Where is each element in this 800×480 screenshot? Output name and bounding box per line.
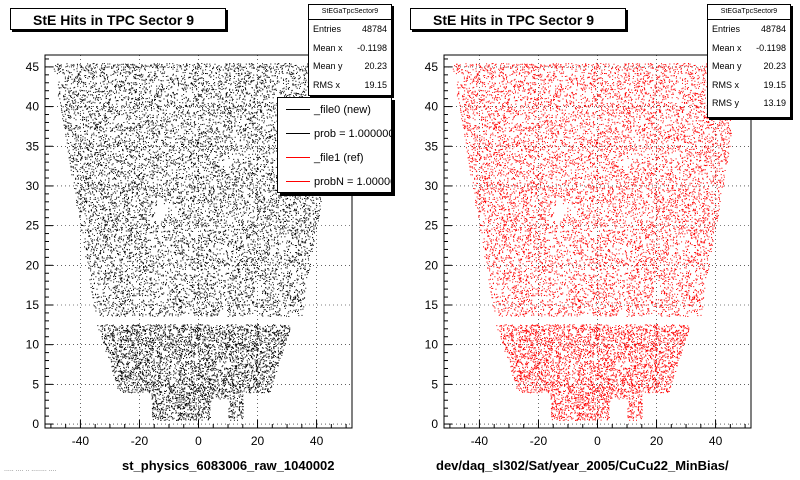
left-chart-title-text: StE Hits in TPC Sector 9	[33, 12, 195, 28]
stats-label: Mean y	[712, 61, 742, 71]
left-stats-row: Mean y 20.23	[309, 57, 391, 76]
y-tick-label: 5	[32, 377, 39, 391]
y-tick-label: 45	[425, 60, 439, 74]
legend-line-black	[286, 133, 310, 134]
y-tick-label: 30	[26, 179, 40, 193]
right-stats-box: StEGaTpcSector9 Entries 48784 Mean x -0.11…	[707, 4, 791, 118]
legend-label: probN = 1.000000	[314, 176, 391, 188]
left-stats-box: StEGaTpcSector9 Entries 48784 Mean x -0.11…	[308, 4, 392, 96]
y-tick-label: 40	[26, 100, 40, 114]
legend-entry: _file1 (ref)	[278, 146, 391, 170]
stats-label: Mean x	[712, 42, 742, 53]
left-stats-header: StEGaTpcSector9	[309, 5, 391, 20]
stats-value: 20.23	[763, 61, 786, 71]
stats-label: RMS x	[712, 79, 739, 90]
legend: _file0 (new) prob = 1.000000 _file1 (ref…	[277, 97, 392, 193]
y-tick-label: 30	[425, 179, 439, 193]
right-stats-row: Mean x -0.1198	[708, 39, 790, 58]
x-tick-label: 0	[195, 434, 202, 448]
left-x-axis-label: st_physics_6083006_raw_1040002	[122, 458, 335, 473]
left-stats-row: RMS x 19.15	[309, 76, 391, 95]
y-tick-label: 40	[425, 100, 439, 114]
stats-label: Entries	[313, 24, 342, 34]
y-tick-label: 5	[431, 377, 438, 391]
x-tick-label: -40	[471, 434, 489, 448]
x-tick-label: 40	[709, 434, 723, 448]
y-tick-label: 25	[26, 219, 40, 233]
y-tick-label: 0	[431, 417, 438, 431]
right-stats-header: StEGaTpcSector9	[708, 5, 790, 20]
stats-value: 20.23	[364, 61, 387, 71]
left-stats-row: Mean x -0.1198	[309, 39, 391, 58]
stats-value: -0.1198	[357, 42, 387, 53]
right-chart-title: StE Hits in TPC Sector 9	[410, 8, 626, 30]
y-tick-label: 10	[26, 338, 40, 352]
y-tick-label: 20	[425, 258, 439, 272]
y-tick-label: 25	[425, 219, 439, 233]
stats-value: 48784	[760, 24, 786, 34]
legend-line-black	[286, 109, 310, 110]
right-chart-title-text: StE Hits in TPC Sector 9	[433, 12, 595, 28]
legend-label: _file1 (ref)	[314, 152, 364, 164]
right-panel: -40 -20 0 20 40 0 5 10 15 20 25 30 35 40 45	[425, 54, 752, 448]
x-tick-label: -20	[131, 434, 149, 448]
stats-value: 19.15	[763, 79, 786, 90]
legend-entry: probN = 1.000000	[278, 170, 391, 192]
scatter-points	[53, 62, 345, 422]
left-chart-title: StE Hits in TPC Sector 9	[10, 8, 226, 30]
right-stats-row: Entries 48784	[708, 20, 790, 39]
footer-timestamp: ..... .... .. ........ ....	[4, 466, 57, 473]
plot-frame	[443, 54, 752, 429]
legend-line-red	[286, 157, 310, 158]
stats-label: Mean y	[313, 61, 343, 71]
stats-value: 48784	[361, 24, 387, 34]
y-tick-label: 15	[26, 298, 40, 312]
y-tick-label: 10	[425, 338, 439, 352]
right-stats-row: RMS x 19.15	[708, 76, 790, 95]
y-tick-label: 0	[32, 417, 39, 431]
left-stats-row: Entries 48784	[309, 20, 391, 39]
legend-label: _file0 (new)	[314, 104, 371, 116]
y-tick-label: 20	[26, 258, 40, 272]
right-stats-row: RMS y 13.19	[708, 94, 790, 113]
stats-label: Entries	[712, 24, 741, 34]
legend-line-red	[286, 181, 310, 182]
x-tick-label: 20	[650, 434, 664, 448]
x-tick-label: 0	[594, 434, 601, 448]
legend-entry: _file0 (new)	[278, 98, 391, 122]
stats-value: -0.1198	[756, 42, 786, 53]
x-tick-label: -40	[72, 434, 90, 448]
x-tick-label: 40	[310, 434, 324, 448]
stats-label: RMS y	[712, 98, 739, 108]
stats-value: 13.19	[763, 98, 786, 108]
x-tick-label: 20	[251, 434, 265, 448]
stats-value: 19.15	[364, 79, 387, 90]
legend-entry: prob = 1.000000	[278, 122, 391, 146]
y-tick-label: 15	[425, 298, 439, 312]
x-tick-label: -20	[530, 434, 548, 448]
right-x-axis-label: dev/daq_sl302/Sat/year_2005/CuCu22_MinBi…	[436, 458, 729, 473]
y-tick-label: 45	[26, 60, 40, 74]
stats-label: RMS x	[313, 79, 340, 90]
right-stats-row: Mean y 20.23	[708, 57, 790, 76]
y-tick-label: 35	[425, 139, 439, 153]
y-tick-label: 35	[26, 139, 40, 153]
stats-label: Mean x	[313, 42, 343, 53]
legend-label: prob = 1.000000	[314, 128, 392, 140]
scatter-points	[452, 62, 743, 422]
